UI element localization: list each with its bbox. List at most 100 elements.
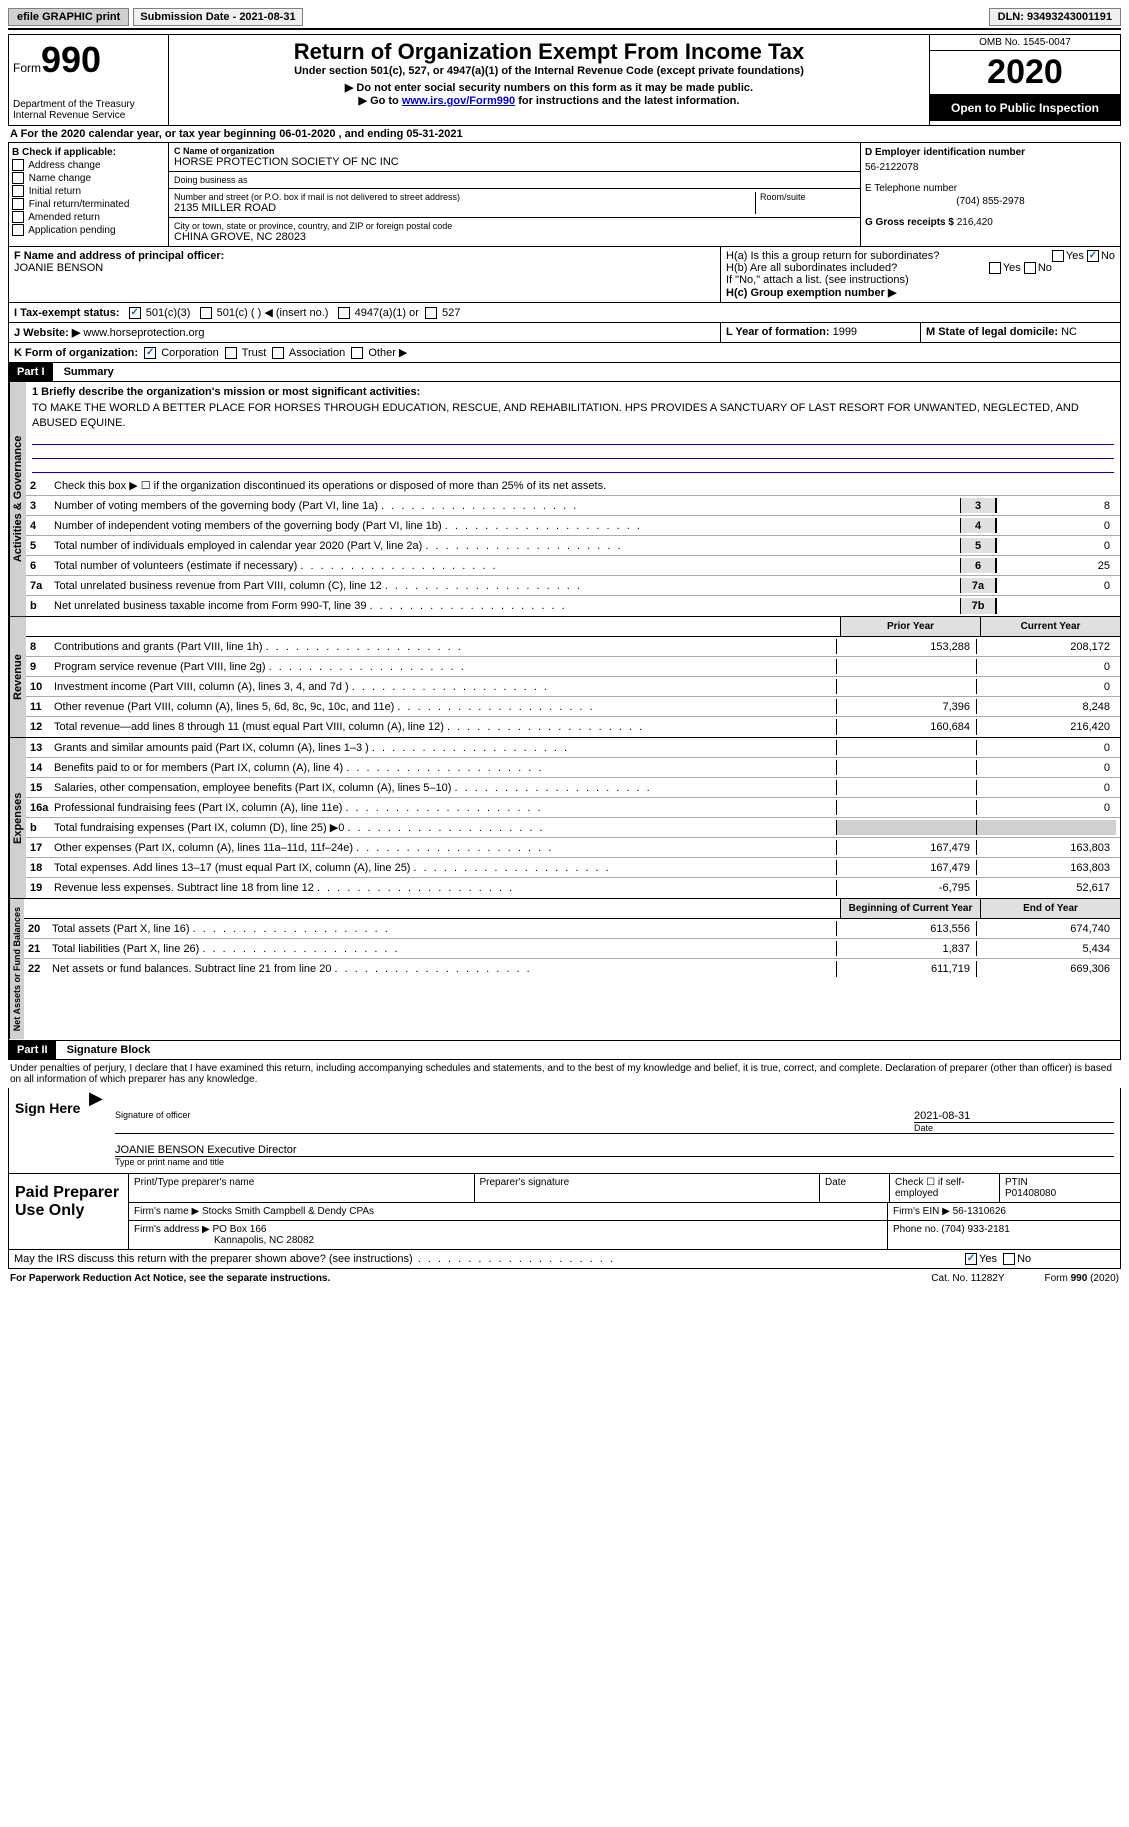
efile-print-button[interactable]: efile GRAPHIC print [8,8,129,26]
table-row: 19Revenue less expenses. Subtract line 1… [26,878,1120,898]
self-employed: Check ☐ if self-employed [890,1174,1000,1202]
4947-checkbox[interactable] [338,307,350,319]
table-row: bTotal fundraising expenses (Part IX, co… [26,818,1120,838]
table-row: 20Total assets (Part X, line 16) 613,556… [24,919,1120,939]
prep-date-col: Date [820,1174,890,1202]
hb-yes-checkbox[interactable] [989,262,1001,274]
submission-date: Submission Date - 2021-08-31 [133,8,302,26]
ha-no-checkbox[interactable] [1087,250,1099,262]
table-row: 11Other revenue (Part VIII, column (A), … [26,697,1120,717]
table-row: 8Contributions and grants (Part VIII, li… [26,637,1120,657]
name-title-value: JOANIE BENSON Executive Director [115,1144,1114,1157]
part1-netassets: Net Assets or Fund Balances Beginning of… [8,899,1121,1040]
box-b-item: Address change [12,159,165,172]
expenses-tab: Expenses [9,738,26,898]
table-row: 16aProfessional fundraising fees (Part I… [26,798,1120,818]
room-label: Room/suite [760,192,855,202]
table-row: 21Total liabilities (Part X, line 26) 1,… [24,939,1120,959]
box-b-item: Amended return [12,211,165,224]
city-label: City or town, state or province, country… [174,221,855,231]
table-row: 15Salaries, other compensation, employee… [26,778,1120,798]
state-domicile: NC [1061,326,1077,338]
box-b-checkbox[interactable] [12,185,24,197]
hb-no-checkbox[interactable] [1024,262,1036,274]
discuss-row: May the IRS discuss this return with the… [8,1250,1121,1269]
governance-tab: Activities & Governance [9,382,26,616]
discuss-no-checkbox[interactable] [1003,1253,1015,1265]
formorg-checkbox[interactable] [351,347,363,359]
part2-header: Part II [9,1041,56,1059]
signature-block: Sign Here ▶ Signature of officer 2021-08… [8,1088,1121,1174]
website-value: www.horseprotection.org [83,327,204,339]
sig-officer-label: Signature of officer [115,1108,914,1133]
arrow-icon: ▶ [89,1088,109,1173]
period-row: A For the 2020 calendar year, or tax yea… [8,126,1121,143]
officer-label: F Name and address of principal officer: [14,250,715,262]
officer-name: JOANIE BENSON [14,262,715,274]
table-row: 13Grants and similar amounts paid (Part … [26,738,1120,758]
box-b-checkbox[interactable] [12,198,24,210]
page-footer: For Paperwork Reduction Act Notice, see … [8,1269,1121,1288]
table-row: 18Total expenses. Add lines 13–17 (must … [26,858,1120,878]
toolbar: efile GRAPHIC print Submission Date - 20… [8,8,1121,30]
paid-preparer-label: Paid Preparer Use Only [9,1174,129,1249]
city-value: CHINA GROVE, NC 28023 [174,231,855,243]
omb-number: OMB No. 1545-0047 [930,35,1120,51]
penalty-text: Under penalties of perjury, I declare th… [8,1060,1121,1088]
formorg-checkbox[interactable] [144,347,156,359]
501c3-checkbox[interactable] [129,307,141,319]
goto-note: ▶ Go to www.irs.gov/Form990 for instruct… [173,94,925,107]
table-row: 22Net assets or fund balances. Subtract … [24,959,1120,979]
phone-value: (704) 855-2978 [865,196,1116,207]
ein-value: 56-2122078 [865,162,1116,173]
hb-note: If "No," attach a list. (see instruction… [726,274,1115,286]
discuss-yes-checkbox[interactable] [965,1253,977,1265]
form-header: Form990 Department of the Treasury Inter… [8,34,1121,126]
officer-group-row: F Name and address of principal officer:… [8,247,1121,303]
gov-line: 6Total number of volunteers (estimate if… [26,556,1120,576]
street-value: 2135 MILLER ROAD [174,202,755,214]
table-row: 10Investment income (Part VIII, column (… [26,677,1120,697]
dln-label: DLN: 93493243001191 [989,8,1121,26]
sig-date-value: 2021-08-31 [914,1110,1114,1123]
501c-checkbox[interactable] [200,307,212,319]
ptin-label: PTIN [1005,1177,1115,1188]
form-subtitle: Under section 501(c), 527, or 4947(a)(1)… [173,65,925,77]
gross-receipts: G Gross receipts $ 216,420 [865,217,1116,228]
firm-name: Stocks Smith Campbell & Dendy CPAs [202,1206,374,1217]
org-name: HORSE PROTECTION SOCIETY OF NC INC [174,156,855,168]
box-b-checkbox[interactable] [12,172,24,184]
box-b-checkbox[interactable] [12,224,24,236]
box-b-label: B Check if applicable: [12,146,165,159]
footer-left: For Paperwork Reduction Act Notice, see … [10,1273,330,1284]
ha-yes-checkbox[interactable] [1052,250,1064,262]
box-b-checkbox[interactable] [12,211,24,223]
527-checkbox[interactable] [425,307,437,319]
part1-header: Part I [9,363,53,381]
box-b-checkbox[interactable] [12,159,24,171]
prior-year-hdr: Prior Year [840,617,980,636]
gov-line: 7aTotal unrelated business revenue from … [26,576,1120,596]
formorg-checkbox[interactable] [272,347,284,359]
ptin-value: P01408080 [1005,1188,1115,1199]
sig-date-label: Date [914,1123,933,1133]
formorg-checkbox[interactable] [225,347,237,359]
inspection-badge: Open to Public Inspection [930,95,1120,121]
box-b-item: Final return/terminated [12,198,165,211]
revenue-tab: Revenue [9,617,26,737]
year-formation: 1999 [833,326,857,338]
part1-governance: Activities & Governance 1 Briefly descri… [8,382,1121,617]
sign-here-label: Sign Here [9,1088,89,1173]
street-label: Number and street (or P.O. box if mail i… [174,192,755,202]
gov-line: 4Number of independent voting members of… [26,516,1120,536]
box-b-item: Application pending [12,224,165,237]
dba-label: Doing business as [174,175,855,185]
q2-text: Check this box ▶ ☐ if the organization d… [54,479,1116,492]
current-year-hdr: Current Year [980,617,1120,636]
table-row: 17Other expenses (Part IX, column (A), l… [26,838,1120,858]
form-number: 990 [41,39,101,80]
form-word: Form [13,61,41,75]
form-title: Return of Organization Exempt From Incom… [173,39,925,65]
gov-line: 5Total number of individuals employed in… [26,536,1120,556]
irs-link[interactable]: www.irs.gov/Form990 [402,95,515,107]
